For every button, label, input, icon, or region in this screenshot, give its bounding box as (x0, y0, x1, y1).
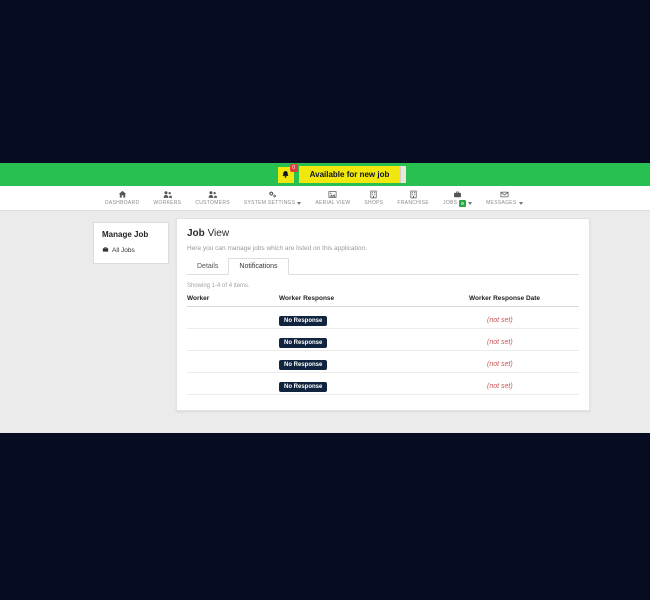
tab-notifications[interactable]: Notifications (228, 258, 289, 275)
nav-item-label: MESSAGES (486, 200, 523, 206)
grid-summary: Showing 1-4 of 4 items. (187, 283, 250, 289)
page-title: Job View (187, 228, 579, 239)
response-status-badge: No Response (279, 315, 328, 326)
table-row: No Response (not set) (187, 307, 579, 329)
availability-banner: 0 Available for new job (0, 163, 650, 186)
page-title-rest: View (207, 228, 230, 239)
not-set-value: (not set) (487, 382, 513, 390)
nav-item-dashboard[interactable]: DASHBOARD (98, 186, 146, 210)
nav-item-shops[interactable]: SHOPS (357, 186, 390, 210)
not-set-value: (not set) (487, 360, 513, 368)
notifications-bell-button[interactable]: 0 (277, 163, 298, 183)
building-icon (409, 190, 418, 199)
tab-details[interactable]: Details (197, 262, 219, 270)
nav-item-workers[interactable]: WORKERS (146, 186, 188, 210)
worker-response-date-cell: (not set) (469, 375, 579, 393)
worker-response-date-cell: (not set) (469, 331, 579, 349)
image-icon (328, 190, 337, 199)
nav-item-franchise[interactable]: FRANCHISE (390, 186, 436, 210)
nav-item-label: FRANCHISE (397, 200, 430, 206)
page-title-bold: Job (187, 228, 205, 239)
nav-item-system-settings[interactable]: SYSTEM SETTINGS (237, 186, 308, 210)
chevron-down-icon (468, 201, 473, 205)
worker-response-cell: No Response (279, 353, 469, 371)
users-icon (163, 190, 172, 199)
sidebar-item-label: All Jobs (112, 247, 135, 254)
chevron-down-icon (518, 201, 523, 205)
response-status-badge: No Response (279, 359, 328, 370)
nav-item-label: CUSTOMERS (195, 200, 230, 206)
worker-response-cell: No Response (279, 375, 469, 393)
nav-item-label: WORKERS (153, 200, 182, 206)
page-subtitle: Here you can manage jobs which are liste… (187, 245, 367, 252)
briefcase-icon (453, 190, 462, 199)
table-row: No Response (not set) (187, 373, 579, 395)
nav-item-label: AERIAL VIEW (315, 200, 351, 206)
nav-item-label: JOBS 0 (443, 199, 473, 207)
column-header-worker-response: Worker Response (279, 295, 335, 302)
gears-icon (268, 190, 277, 199)
nav-item-label: SHOPS (364, 200, 384, 206)
tab-bar: Details Notifications (187, 258, 579, 275)
column-header-worker: Worker (187, 295, 210, 302)
users-icon (208, 190, 218, 199)
available-for-new-job-button[interactable]: Available for new job (298, 166, 401, 183)
home-icon (118, 190, 127, 199)
nav-item-aerial-view[interactable]: AERIAL VIEW (308, 186, 357, 210)
not-set-value: (not set) (487, 338, 513, 346)
nav-count-badge: 0 (459, 199, 467, 207)
worker-response-date-cell: (not set) (469, 353, 579, 371)
sidebar-item-all-jobs[interactable]: All Jobs (102, 246, 160, 255)
building-icon (369, 190, 378, 199)
briefcase-icon (102, 246, 109, 255)
worker-response-cell: No Response (279, 309, 469, 327)
chevron-down-icon (297, 201, 302, 205)
table-body: No Response (not set) No Response (not s… (187, 307, 579, 395)
sidebar-title: Manage Job (102, 230, 149, 239)
not-set-value: (not set) (487, 316, 513, 324)
worker-response-date-cell: (not set) (469, 309, 579, 327)
manage-job-sidebar: Manage Job All Jobs (93, 222, 169, 264)
nav-item-customers[interactable]: CUSTOMERS (188, 186, 237, 210)
notification-count-badge: 0 (289, 163, 298, 172)
nav-item-messages[interactable]: MESSAGES (479, 186, 529, 210)
envelope-icon (500, 190, 509, 199)
availability-toggle-handle[interactable] (400, 166, 407, 183)
nav-item-label: SYSTEM SETTINGS (244, 200, 302, 206)
worker-response-cell: No Response (279, 331, 469, 349)
column-header-worker-response-date: Worker Response Date (469, 295, 541, 302)
bell-icon (281, 170, 290, 179)
job-view-card: Job View Here you can manage jobs which … (176, 218, 590, 411)
response-status-badge: No Response (279, 381, 328, 392)
main-navbar: DASHBOARD WORKERS CUSTOMERS SYSTEM SETTI… (0, 186, 650, 211)
nav-item-jobs[interactable]: JOBS 0 (436, 186, 479, 210)
table-row: No Response (not set) (187, 351, 579, 373)
response-status-badge: No Response (279, 337, 328, 348)
available-button-label: Available for new job (309, 170, 390, 179)
table-header: Worker Worker Response Worker Response D… (187, 291, 579, 307)
nav-item-label: DASHBOARD (105, 200, 140, 206)
availability-banner-group: 0 Available for new job (277, 163, 407, 183)
table-row: No Response (not set) (187, 329, 579, 351)
navbar-items: DASHBOARD WORKERS CUSTOMERS SYSTEM SETTI… (98, 186, 530, 210)
